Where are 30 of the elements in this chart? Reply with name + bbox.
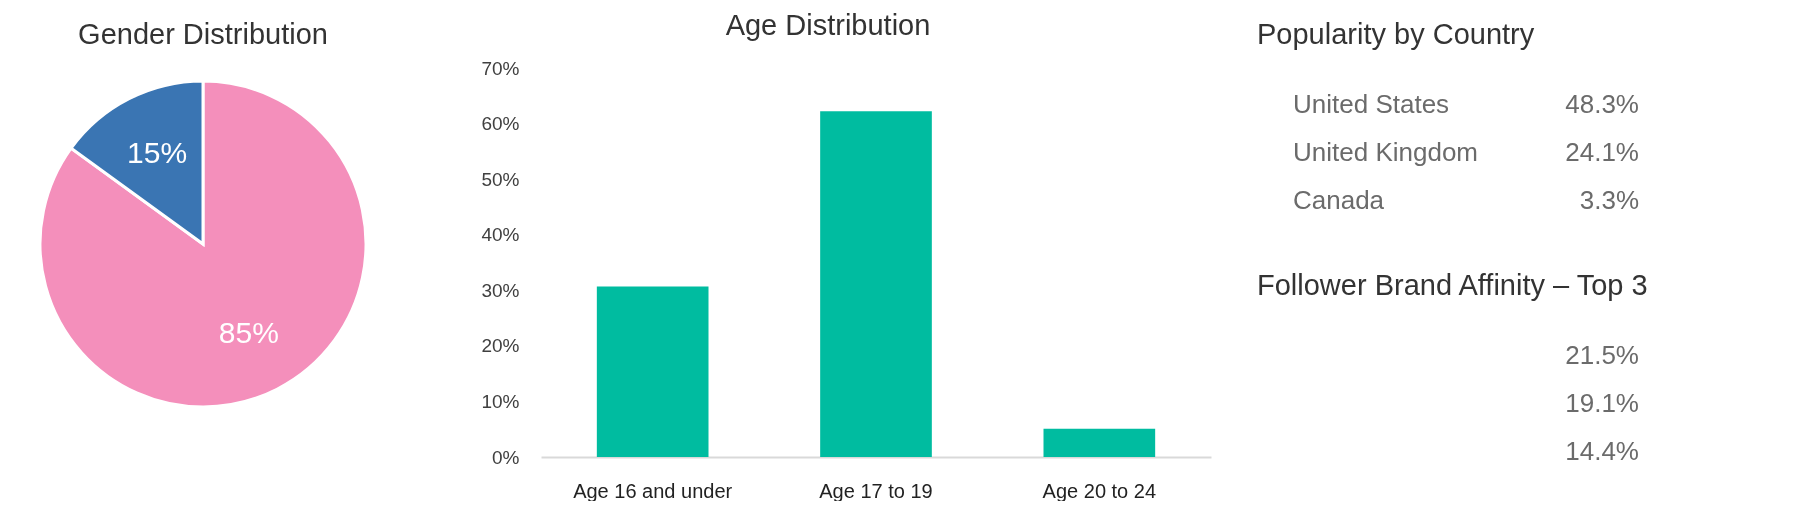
text: Popularity by Country xyxy=(1257,18,1535,50)
data-label: 15% xyxy=(127,135,188,169)
x-tick-label: Age 20 to 24 xyxy=(1042,479,1157,502)
x-tick-label: Age 16 and under xyxy=(573,479,733,502)
data-label: 85% xyxy=(218,316,279,350)
data-label: 19.1% xyxy=(1565,388,1639,418)
y-tick-label: 50% xyxy=(481,168,520,190)
bar xyxy=(820,111,932,457)
data-label: 3.3% xyxy=(1579,185,1639,216)
y-tick-label: 40% xyxy=(481,224,520,246)
y-tick-label: 0% xyxy=(492,446,520,468)
y-tick-label: 30% xyxy=(481,279,520,301)
y-tick-label: 60% xyxy=(481,113,520,135)
category-label: United Kingdom xyxy=(1293,137,1478,167)
y-tick-label: 20% xyxy=(481,335,520,357)
chart-title: Age Distribution xyxy=(725,9,931,41)
pie-slice xyxy=(38,79,368,409)
data-label: 48.3% xyxy=(1565,88,1639,119)
y-tick-label: 10% xyxy=(481,390,520,412)
data-label: 24.1% xyxy=(1565,137,1639,167)
data-label: 21.5% xyxy=(1565,339,1639,370)
category-label: United States xyxy=(1293,88,1450,119)
y-tick-label: 70% xyxy=(481,57,520,79)
bar xyxy=(1043,428,1156,457)
text: Follower Brand Affinity – Top 3 xyxy=(1257,269,1648,301)
chart-title: Gender Distribution xyxy=(78,18,328,50)
x-tick-label: Age 17 to 19 xyxy=(819,479,933,502)
category-label: Canada xyxy=(1293,185,1385,216)
data-label: 14.4% xyxy=(1565,436,1639,467)
bar xyxy=(596,286,709,457)
